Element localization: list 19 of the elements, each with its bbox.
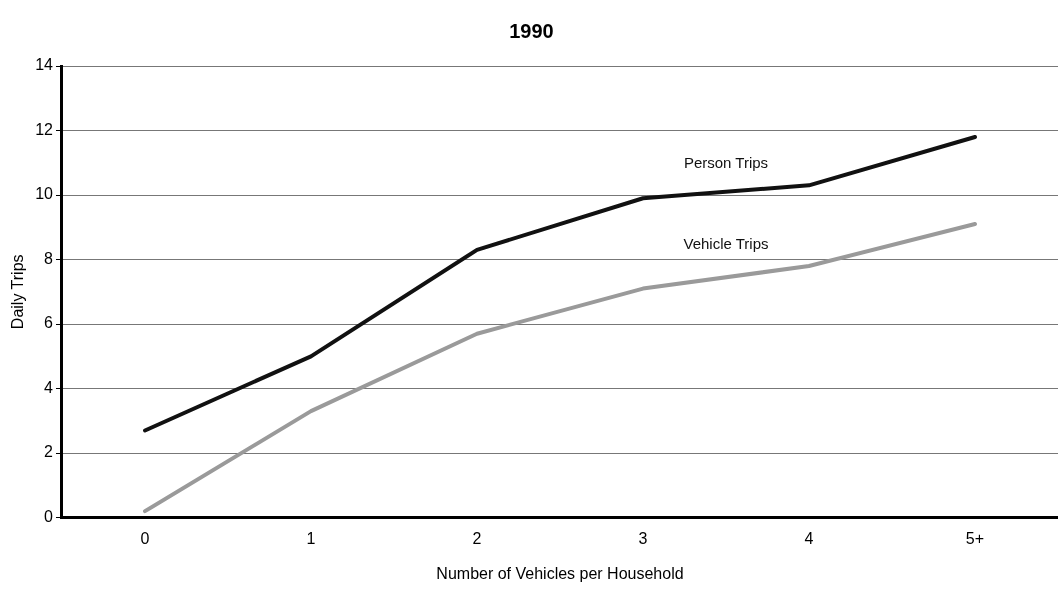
x-tick-label: 4 [804, 529, 814, 547]
y-tick-label: 4 [44, 378, 54, 396]
x-tick-label: 2 [472, 529, 482, 547]
y-tick-label: 8 [44, 249, 54, 267]
series-label: Person Trips [683, 153, 769, 171]
x-tick-label: 0 [140, 529, 150, 547]
y-tick-label: 2 [44, 443, 54, 461]
y-tick-label: 14 [35, 56, 54, 74]
x-tick-label: 3 [638, 529, 648, 547]
y-axis-title: Daily Trips [9, 254, 27, 330]
y-tick-label: 12 [35, 120, 54, 138]
x-axis-title: Number of Vehicles per Household [436, 564, 684, 582]
y-tick-label: 10 [35, 185, 54, 203]
x-tick-label: 1 [306, 529, 316, 547]
y-tick-label: 0 [44, 508, 54, 526]
series-label: Vehicle Trips [683, 234, 769, 252]
y-tick-label: 6 [44, 314, 54, 332]
chart-title: 1990 [509, 19, 554, 42]
x-tick-label: 5+ [965, 529, 985, 547]
